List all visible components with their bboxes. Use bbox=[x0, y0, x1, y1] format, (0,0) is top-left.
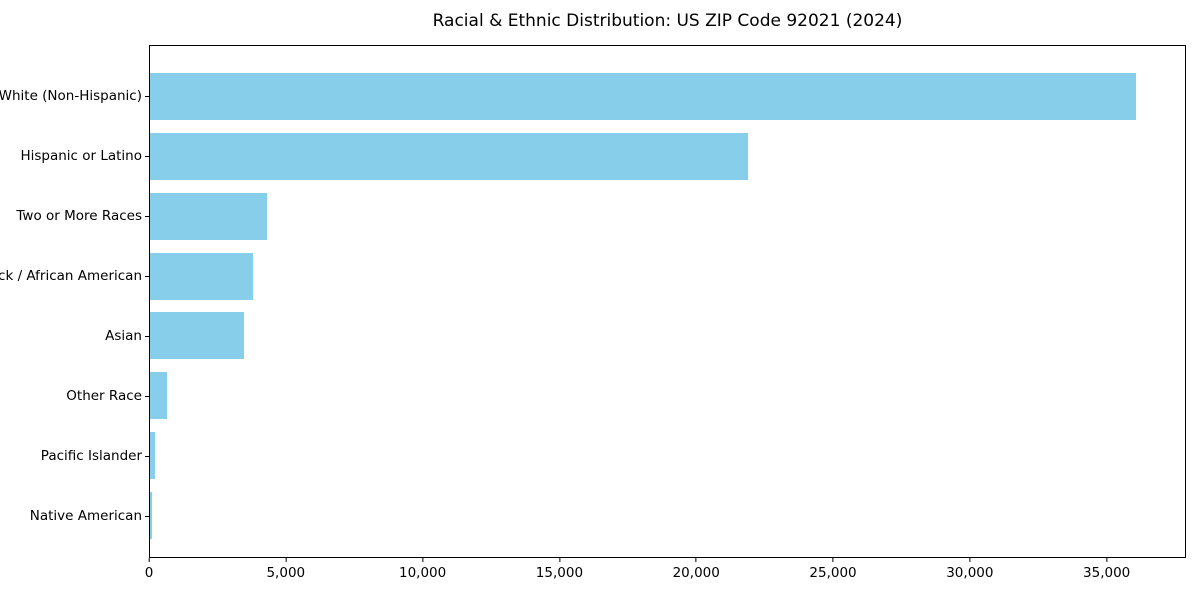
x-tick-label: 10,000 bbox=[398, 565, 447, 581]
bar-series bbox=[150, 46, 1185, 557]
x-tick-label: 0 bbox=[144, 565, 154, 581]
bar-row bbox=[150, 366, 1185, 426]
y-axis-label: Pacific Islander bbox=[40, 448, 142, 464]
y-label-row: Two or More Races bbox=[0, 186, 149, 246]
y-axis-label: Asian bbox=[105, 328, 142, 344]
x-tick-label: 35,000 bbox=[1083, 565, 1131, 581]
y-label-row: White (Non-Hispanic) bbox=[0, 66, 149, 126]
x-tick-mark bbox=[422, 558, 424, 562]
x-tick: 30,000 bbox=[946, 558, 993, 581]
x-tick-mark bbox=[969, 558, 971, 562]
x-tick-mark bbox=[832, 558, 834, 562]
x-tick-label: 25,000 bbox=[809, 565, 857, 581]
chart-title: Racial & Ethnic Distribution: US ZIP Cod… bbox=[432, 11, 903, 31]
x-tick: 35,000 bbox=[1083, 558, 1130, 581]
x-tick: 0 bbox=[144, 558, 154, 581]
y-label-row: Asian bbox=[0, 306, 149, 366]
bar-row bbox=[150, 485, 1185, 545]
y-axis-label: Black / African American bbox=[0, 268, 142, 284]
y-tick-mark bbox=[145, 395, 149, 397]
y-axis-label: White (Non-Hispanic) bbox=[0, 88, 142, 104]
y-label-row: Hispanic or Latino bbox=[0, 126, 149, 186]
bar bbox=[150, 252, 253, 300]
y-axis-label: Other Race bbox=[66, 388, 142, 404]
y-tick-mark bbox=[145, 515, 149, 517]
bar bbox=[150, 192, 268, 240]
x-tick: 5,000 bbox=[266, 558, 305, 581]
bar-row bbox=[150, 306, 1185, 366]
x-tick: 10,000 bbox=[399, 558, 446, 581]
x-tick-mark bbox=[285, 558, 287, 562]
bar-row bbox=[150, 246, 1185, 306]
bar bbox=[150, 312, 244, 360]
x-tick-mark bbox=[558, 558, 560, 562]
x-tick-mark bbox=[695, 558, 697, 562]
bar-row bbox=[150, 426, 1185, 486]
x-tick: 20,000 bbox=[673, 558, 720, 581]
bar-row bbox=[150, 127, 1185, 187]
y-tick-mark bbox=[145, 215, 149, 217]
x-tick: 15,000 bbox=[536, 558, 583, 581]
bar bbox=[150, 491, 153, 539]
y-tick-mark bbox=[145, 155, 149, 157]
x-tick-mark bbox=[1106, 558, 1108, 562]
y-label-row: Black / African American bbox=[0, 246, 149, 306]
bar-row bbox=[150, 187, 1185, 247]
y-axis-label: Hispanic or Latino bbox=[20, 148, 142, 164]
x-tick-label: 20,000 bbox=[672, 565, 720, 581]
bar bbox=[150, 431, 155, 479]
y-label-row: Pacific Islander bbox=[0, 426, 149, 486]
x-tick-mark bbox=[148, 558, 150, 562]
y-tick-mark bbox=[145, 95, 149, 97]
x-tick-label: 15,000 bbox=[535, 565, 584, 581]
y-label-row: Native American bbox=[0, 486, 149, 546]
x-axis: 0 5,000 10,000 15,000 20,000 25,000 30,000 35,0… bbox=[145, 558, 1186, 592]
y-tick-mark bbox=[145, 455, 149, 457]
y-label-row: Other Race bbox=[0, 366, 149, 426]
y-axis-label: Native American bbox=[29, 508, 142, 524]
bar bbox=[150, 133, 749, 181]
bar bbox=[150, 73, 1136, 121]
x-tick-label: 5,000 bbox=[266, 565, 306, 581]
bar-row bbox=[150, 67, 1185, 127]
y-tick-mark bbox=[145, 335, 149, 337]
bar bbox=[150, 372, 167, 420]
x-tick: 25,000 bbox=[809, 558, 857, 581]
y-axis-labels: White (Non-Hispanic) Hispanic or Latino Tw… bbox=[0, 45, 149, 558]
y-tick-mark bbox=[145, 275, 149, 277]
plot-area bbox=[149, 45, 1186, 558]
y-axis-label: Two or More Races bbox=[16, 208, 142, 224]
x-tick-label: 30,000 bbox=[946, 565, 994, 581]
